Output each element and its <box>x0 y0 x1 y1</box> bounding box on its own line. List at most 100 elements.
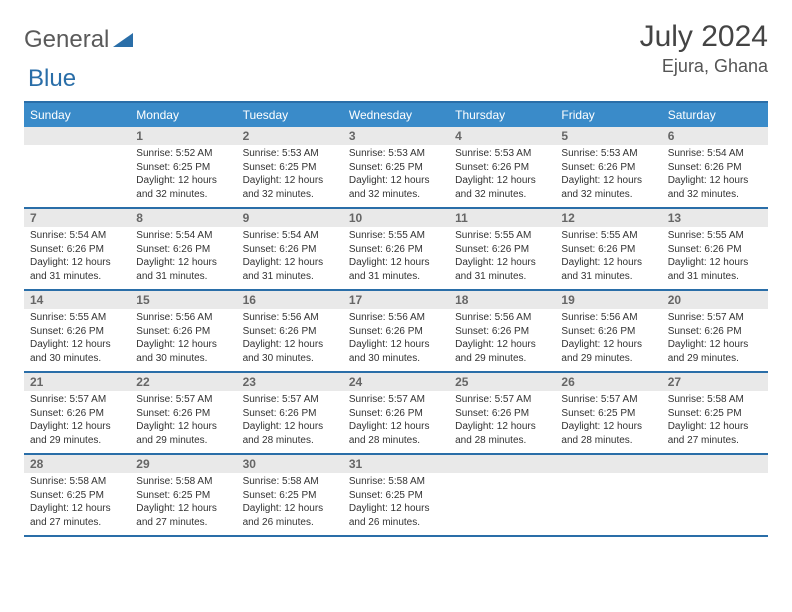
day-number: 5 <box>555 127 661 145</box>
day-cell <box>449 454 555 536</box>
day-header-row: Sunday Monday Tuesday Wednesday Thursday… <box>24 102 768 127</box>
day-cell: 20Sunrise: 5:57 AMSunset: 6:26 PMDayligh… <box>662 290 768 372</box>
day-cell: 6Sunrise: 5:54 AMSunset: 6:26 PMDaylight… <box>662 127 768 208</box>
week-row: 1Sunrise: 5:52 AMSunset: 6:25 PMDaylight… <box>24 127 768 208</box>
col-thu: Thursday <box>449 102 555 127</box>
day-number: 1 <box>130 127 236 145</box>
day-number: 3 <box>343 127 449 145</box>
day-cell: 31Sunrise: 5:58 AMSunset: 6:25 PMDayligh… <box>343 454 449 536</box>
day-cell: 25Sunrise: 5:57 AMSunset: 6:26 PMDayligh… <box>449 372 555 454</box>
day-number: 2 <box>237 127 343 145</box>
day-cell: 10Sunrise: 5:55 AMSunset: 6:26 PMDayligh… <box>343 208 449 290</box>
day-content <box>24 145 130 207</box>
day-content: Sunrise: 5:56 AMSunset: 6:26 PMDaylight:… <box>343 309 449 371</box>
day-cell: 9Sunrise: 5:54 AMSunset: 6:26 PMDaylight… <box>237 208 343 290</box>
day-number: 26 <box>555 373 661 391</box>
day-cell: 22Sunrise: 5:57 AMSunset: 6:26 PMDayligh… <box>130 372 236 454</box>
day-content: Sunrise: 5:57 AMSunset: 6:26 PMDaylight:… <box>237 391 343 453</box>
day-number: 8 <box>130 209 236 227</box>
day-content: Sunrise: 5:54 AMSunset: 6:26 PMDaylight:… <box>662 145 768 207</box>
day-cell: 23Sunrise: 5:57 AMSunset: 6:26 PMDayligh… <box>237 372 343 454</box>
day-content: Sunrise: 5:58 AMSunset: 6:25 PMDaylight:… <box>237 473 343 535</box>
day-content: Sunrise: 5:56 AMSunset: 6:26 PMDaylight:… <box>555 309 661 371</box>
day-number: 28 <box>24 455 130 473</box>
day-cell: 21Sunrise: 5:57 AMSunset: 6:26 PMDayligh… <box>24 372 130 454</box>
day-content: Sunrise: 5:57 AMSunset: 6:25 PMDaylight:… <box>555 391 661 453</box>
day-number: 11 <box>449 209 555 227</box>
day-content: Sunrise: 5:55 AMSunset: 6:26 PMDaylight:… <box>449 227 555 289</box>
day-number: 25 <box>449 373 555 391</box>
week-row: 21Sunrise: 5:57 AMSunset: 6:26 PMDayligh… <box>24 372 768 454</box>
day-content: Sunrise: 5:58 AMSunset: 6:25 PMDaylight:… <box>24 473 130 535</box>
day-number: 12 <box>555 209 661 227</box>
day-content: Sunrise: 5:53 AMSunset: 6:25 PMDaylight:… <box>343 145 449 207</box>
day-cell <box>662 454 768 536</box>
day-content: Sunrise: 5:57 AMSunset: 6:26 PMDaylight:… <box>130 391 236 453</box>
day-content: Sunrise: 5:53 AMSunset: 6:26 PMDaylight:… <box>449 145 555 207</box>
day-content: Sunrise: 5:55 AMSunset: 6:26 PMDaylight:… <box>343 227 449 289</box>
day-number: 19 <box>555 291 661 309</box>
day-cell: 29Sunrise: 5:58 AMSunset: 6:25 PMDayligh… <box>130 454 236 536</box>
day-cell: 18Sunrise: 5:56 AMSunset: 6:26 PMDayligh… <box>449 290 555 372</box>
day-number: 21 <box>24 373 130 391</box>
day-number: 6 <box>662 127 768 145</box>
calendar: Sunday Monday Tuesday Wednesday Thursday… <box>24 101 768 537</box>
day-content: Sunrise: 5:52 AMSunset: 6:25 PMDaylight:… <box>130 145 236 207</box>
day-number: 31 <box>343 455 449 473</box>
day-number <box>555 455 661 473</box>
day-cell: 8Sunrise: 5:54 AMSunset: 6:26 PMDaylight… <box>130 208 236 290</box>
day-content: Sunrise: 5:56 AMSunset: 6:26 PMDaylight:… <box>237 309 343 371</box>
day-number: 14 <box>24 291 130 309</box>
col-tue: Tuesday <box>237 102 343 127</box>
week-row: 28Sunrise: 5:58 AMSunset: 6:25 PMDayligh… <box>24 454 768 536</box>
day-cell: 5Sunrise: 5:53 AMSunset: 6:26 PMDaylight… <box>555 127 661 208</box>
day-content: Sunrise: 5:54 AMSunset: 6:26 PMDaylight:… <box>237 227 343 289</box>
day-cell: 17Sunrise: 5:56 AMSunset: 6:26 PMDayligh… <box>343 290 449 372</box>
day-cell: 30Sunrise: 5:58 AMSunset: 6:25 PMDayligh… <box>237 454 343 536</box>
day-content: Sunrise: 5:57 AMSunset: 6:26 PMDaylight:… <box>24 391 130 453</box>
day-number: 20 <box>662 291 768 309</box>
month-title: July 2024 <box>640 20 768 54</box>
calendar-body: 1Sunrise: 5:52 AMSunset: 6:25 PMDaylight… <box>24 127 768 536</box>
day-cell: 2Sunrise: 5:53 AMSunset: 6:25 PMDaylight… <box>237 127 343 208</box>
col-fri: Friday <box>555 102 661 127</box>
day-content <box>555 473 661 535</box>
week-row: 14Sunrise: 5:55 AMSunset: 6:26 PMDayligh… <box>24 290 768 372</box>
day-cell: 4Sunrise: 5:53 AMSunset: 6:26 PMDaylight… <box>449 127 555 208</box>
title-block: July 2024 Ejura, Ghana <box>640 20 768 77</box>
day-number: 9 <box>237 209 343 227</box>
day-number: 30 <box>237 455 343 473</box>
day-cell: 11Sunrise: 5:55 AMSunset: 6:26 PMDayligh… <box>449 208 555 290</box>
day-cell: 24Sunrise: 5:57 AMSunset: 6:26 PMDayligh… <box>343 372 449 454</box>
col-wed: Wednesday <box>343 102 449 127</box>
location: Ejura, Ghana <box>640 56 768 77</box>
day-number: 18 <box>449 291 555 309</box>
day-number: 7 <box>24 209 130 227</box>
day-content: Sunrise: 5:57 AMSunset: 6:26 PMDaylight:… <box>449 391 555 453</box>
day-number <box>449 455 555 473</box>
day-cell: 28Sunrise: 5:58 AMSunset: 6:25 PMDayligh… <box>24 454 130 536</box>
day-number: 17 <box>343 291 449 309</box>
day-content: Sunrise: 5:53 AMSunset: 6:26 PMDaylight:… <box>555 145 661 207</box>
col-mon: Monday <box>130 102 236 127</box>
day-number: 27 <box>662 373 768 391</box>
col-sun: Sunday <box>24 102 130 127</box>
day-number: 15 <box>130 291 236 309</box>
day-cell <box>24 127 130 208</box>
day-content: Sunrise: 5:53 AMSunset: 6:25 PMDaylight:… <box>237 145 343 207</box>
day-content: Sunrise: 5:58 AMSunset: 6:25 PMDaylight:… <box>343 473 449 535</box>
day-content <box>449 473 555 535</box>
day-cell: 15Sunrise: 5:56 AMSunset: 6:26 PMDayligh… <box>130 290 236 372</box>
logo: General <box>24 20 135 54</box>
day-content: Sunrise: 5:54 AMSunset: 6:26 PMDaylight:… <box>24 227 130 289</box>
day-number: 24 <box>343 373 449 391</box>
day-cell: 26Sunrise: 5:57 AMSunset: 6:25 PMDayligh… <box>555 372 661 454</box>
day-content: Sunrise: 5:57 AMSunset: 6:26 PMDaylight:… <box>343 391 449 453</box>
day-number: 10 <box>343 209 449 227</box>
day-cell: 1Sunrise: 5:52 AMSunset: 6:25 PMDaylight… <box>130 127 236 208</box>
day-number: 22 <box>130 373 236 391</box>
day-cell: 12Sunrise: 5:55 AMSunset: 6:26 PMDayligh… <box>555 208 661 290</box>
day-content: Sunrise: 5:58 AMSunset: 6:25 PMDaylight:… <box>130 473 236 535</box>
day-number: 16 <box>237 291 343 309</box>
day-number: 13 <box>662 209 768 227</box>
